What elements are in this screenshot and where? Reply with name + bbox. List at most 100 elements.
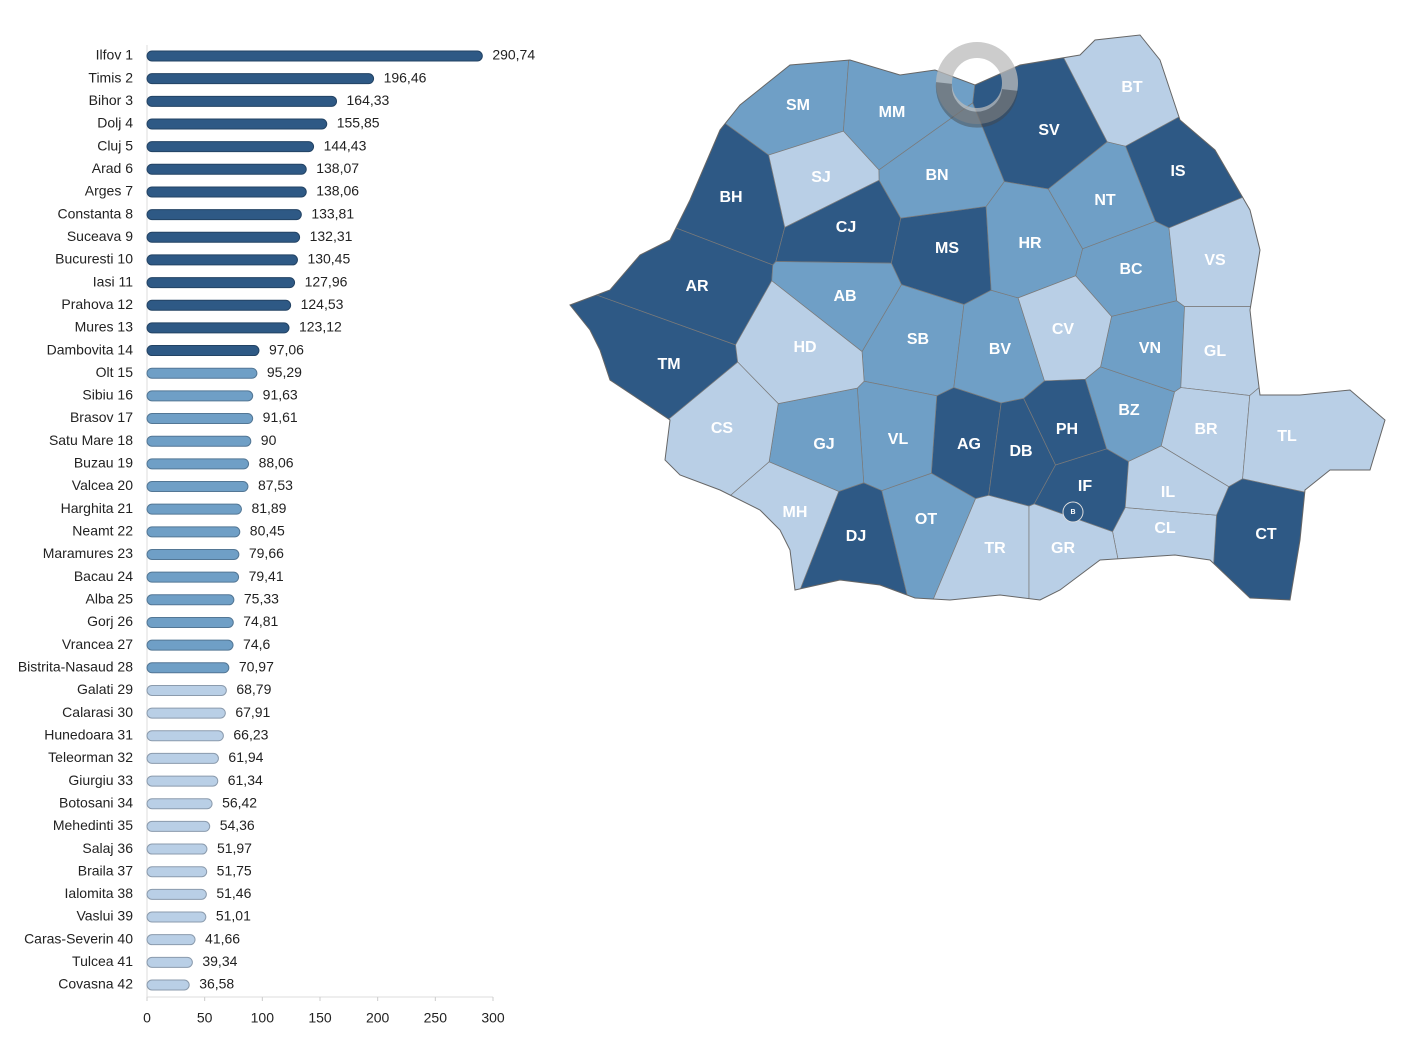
bar xyxy=(146,322,290,334)
county-label: MM xyxy=(879,104,906,121)
country-outline xyxy=(569,34,1386,601)
category-label: Alba 25 xyxy=(86,591,134,607)
value-label: 51,97 xyxy=(217,840,252,856)
category-label: Caras-Severin 40 xyxy=(24,930,133,946)
value-label: 91,61 xyxy=(263,409,298,425)
county xyxy=(735,280,865,404)
category-label: Prahova 12 xyxy=(61,296,133,312)
value-label: 61,94 xyxy=(228,749,263,765)
category-label: Ilfov 1 xyxy=(96,47,134,63)
category-label: Giurgiu 33 xyxy=(68,772,133,788)
county-label: PH xyxy=(1056,421,1078,438)
value-label: 51,75 xyxy=(217,862,252,878)
county xyxy=(1209,478,1385,600)
county-label: HR xyxy=(1018,235,1042,252)
bar xyxy=(146,571,240,583)
category-label: Dolj 4 xyxy=(97,115,133,131)
county xyxy=(768,130,880,228)
value-label: 54,36 xyxy=(220,817,255,833)
value-label: 51,01 xyxy=(216,908,251,924)
category-label: Sibiu 16 xyxy=(82,387,133,403)
category-label: Covasna 42 xyxy=(58,976,133,992)
category-label: Gorj 26 xyxy=(87,613,133,629)
value-label: 66,23 xyxy=(233,726,268,742)
county-label: BR xyxy=(1194,421,1218,438)
value-label: 164,33 xyxy=(347,92,390,108)
value-label: 74,6 xyxy=(243,636,270,652)
county-label: CT xyxy=(1255,526,1277,543)
county-label: TM xyxy=(657,356,680,373)
value-label: 132,31 xyxy=(310,228,353,244)
county-label: IL xyxy=(1161,484,1175,501)
value-label: 133,81 xyxy=(311,205,354,221)
category-label: Valcea 20 xyxy=(72,477,133,493)
county-label: BZ xyxy=(1118,402,1140,419)
county-label: TL xyxy=(1277,428,1297,445)
bar xyxy=(146,231,301,243)
category-label: Arges 7 xyxy=(85,183,133,199)
value-label: 97,06 xyxy=(269,341,304,357)
bar xyxy=(146,163,307,175)
bar-chart: 0 50 100 150 200 250 300 Ilfov 1 290,74 Timis 2 19… xyxy=(18,45,535,1026)
value-label: 87,53 xyxy=(258,477,293,493)
county-label: CJ xyxy=(836,219,856,236)
county xyxy=(1017,275,1112,382)
county-label: MS xyxy=(935,240,959,257)
county-label: BH xyxy=(719,189,742,206)
bar xyxy=(146,95,338,107)
category-label: Constanta 8 xyxy=(58,205,134,221)
county-label: GR xyxy=(1051,540,1075,557)
county-label: VS xyxy=(1204,252,1226,269)
county xyxy=(1047,141,1156,250)
category-label: Mures 13 xyxy=(75,319,134,335)
county-label: CL xyxy=(1154,520,1176,537)
county-label: BT xyxy=(1121,79,1143,96)
category-label: Buzau 19 xyxy=(74,455,133,471)
value-label: 138,06 xyxy=(316,183,359,199)
bar xyxy=(146,186,307,198)
category-label: Braila 37 xyxy=(78,862,133,878)
bar xyxy=(146,435,252,447)
bar xyxy=(146,594,235,606)
county-label: HD xyxy=(793,339,816,356)
bar xyxy=(146,888,207,900)
bar xyxy=(146,684,227,696)
category-label: Olt 15 xyxy=(96,364,134,380)
category-label: Bihor 3 xyxy=(89,92,134,108)
category-label: Calarasi 30 xyxy=(62,704,133,720)
category-label: Dambovita 14 xyxy=(47,341,134,357)
county-label: IS xyxy=(1170,163,1185,180)
bar xyxy=(146,481,249,493)
value-label: 81,89 xyxy=(251,500,286,516)
category-label: Vaslui 39 xyxy=(76,908,133,924)
category-label: Satu Mare 18 xyxy=(49,432,133,448)
bar xyxy=(146,413,254,425)
bar xyxy=(146,50,483,62)
category-label: Teleorman 32 xyxy=(48,749,133,765)
spinner-ring xyxy=(936,42,1018,124)
category-label: Galati 29 xyxy=(77,681,133,697)
x-tick-label: 50 xyxy=(197,1010,213,1026)
category-label: Timis 2 xyxy=(88,69,133,85)
county-label: SM xyxy=(786,97,810,114)
county-label: AB xyxy=(833,288,856,305)
county xyxy=(1062,501,1084,523)
value-label: 68,79 xyxy=(236,681,271,697)
category-label: Neamt 22 xyxy=(72,523,133,539)
bar xyxy=(146,843,208,855)
value-label: 56,42 xyxy=(222,794,257,810)
x-tick-label: 300 xyxy=(481,1010,505,1026)
category-label: Tulcea 41 xyxy=(72,953,133,969)
county-label: VN xyxy=(1139,340,1161,357)
county xyxy=(570,35,786,266)
county-label: DJ xyxy=(846,528,866,545)
bar xyxy=(146,390,254,402)
county-label: SB xyxy=(907,331,929,348)
bar xyxy=(146,798,213,810)
spinner-arc xyxy=(935,82,1018,128)
bar xyxy=(146,73,375,85)
bar xyxy=(146,458,250,470)
county-label: CV xyxy=(1052,321,1075,338)
bar xyxy=(146,730,224,742)
